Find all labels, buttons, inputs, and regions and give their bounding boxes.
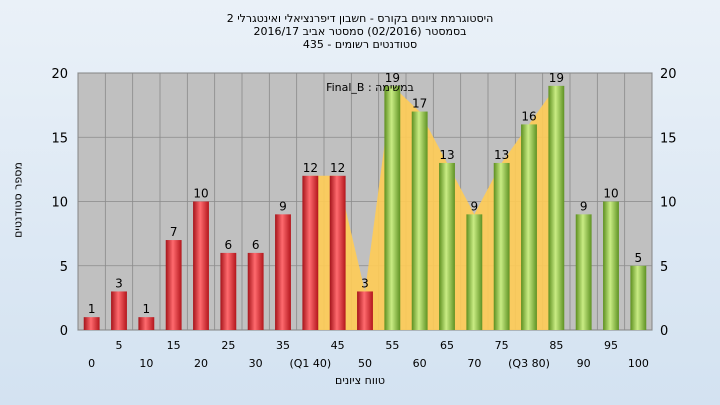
bar-55 (384, 85, 401, 330)
bar-95 (603, 201, 619, 330)
x-tick-label-10: 10 (139, 357, 153, 370)
value-label-65: 13 (439, 148, 454, 162)
bar-75 (493, 162, 510, 330)
value-label-35: 9 (279, 199, 287, 213)
value-label-55: 19 (385, 71, 400, 85)
y-tick-label-left: 20 (51, 67, 68, 82)
y-tick-label-left: 5 (60, 260, 68, 275)
value-label-0: 1 (88, 302, 96, 316)
value-label-10: 1 (143, 302, 151, 316)
value-label-100: 5 (635, 251, 643, 265)
y-tick-label-right: 5 (660, 260, 668, 275)
x-tick-label-95: 95 (604, 339, 618, 352)
value-label-30: 6 (252, 238, 260, 252)
annotation-text: Final_B : במשימה (326, 81, 414, 94)
x-tick-label-45: 45 (331, 339, 345, 352)
value-label-50: 3 (361, 276, 369, 290)
y-tick-label-right: 20 (660, 67, 677, 82)
bar-5 (111, 291, 127, 330)
y-tick-label-left: 15 (51, 131, 68, 146)
value-label-70: 9 (471, 199, 479, 213)
value-label-25: 6 (225, 238, 233, 252)
x-tick-label-0: 0 (88, 357, 95, 370)
y-axis-label: מספר סטודנטים (11, 162, 25, 238)
x-tick-label-85: 85 (549, 339, 563, 352)
bar-60 (411, 111, 428, 330)
x-tick-label-55: 55 (385, 339, 399, 352)
value-label-85: 19 (549, 71, 564, 85)
y-tick-label-right: 10 (660, 196, 677, 211)
bar-30 (247, 252, 264, 330)
x-tick-label-100: 100 (628, 357, 649, 370)
bar-80 (521, 124, 537, 331)
x-tick-label-15: 15 (167, 339, 181, 352)
chart-title-line-3: סטודנטים רשומים - 435 (302, 38, 418, 51)
x-tick-label-35: 35 (276, 339, 290, 352)
bar-90 (575, 214, 592, 330)
x-tick-label-80: (Q3 80) (508, 357, 550, 370)
chart-title-line-2: בסמסטר (02/2016) סמסטר אביב 2016/17 (253, 25, 467, 38)
bar-65 (439, 162, 455, 330)
bar-70 (466, 214, 483, 330)
value-label-75: 13 (494, 148, 509, 162)
y-tick-label-left: 0 (60, 324, 68, 339)
x-tick-label-65: 65 (440, 339, 454, 352)
bar-45 (329, 175, 346, 330)
bar-0 (83, 317, 100, 330)
y-tick-label-right: 15 (660, 131, 677, 146)
bar-100 (630, 265, 647, 330)
x-tick-label-20: 20 (194, 357, 208, 370)
bar-85 (548, 85, 565, 330)
bar-20 (193, 201, 209, 330)
value-label-95: 10 (603, 187, 618, 201)
value-label-60: 17 (412, 97, 427, 111)
x-tick-label-60: 60 (413, 357, 427, 370)
x-tick-label-90: 90 (577, 357, 591, 370)
value-label-80: 16 (521, 109, 536, 123)
value-label-90: 9 (580, 199, 588, 213)
y-tick-label-right: 0 (660, 324, 668, 339)
x-tick-label-75: 75 (495, 339, 509, 352)
x-tick-label-30: 30 (249, 357, 263, 370)
bar-25 (220, 252, 237, 330)
value-label-5: 3 (115, 276, 123, 290)
x-tick-label-40: (Q1 40) (289, 357, 331, 370)
y-tick-label-left: 10 (51, 196, 68, 211)
value-label-40: 12 (303, 161, 318, 175)
x-tick-label-50: 50 (358, 357, 372, 370)
value-label-15: 7 (170, 225, 178, 239)
value-label-45: 12 (330, 161, 345, 175)
x-tick-label-25: 25 (221, 339, 235, 352)
bar-40 (302, 175, 319, 330)
x-tick-label-5: 5 (116, 339, 123, 352)
bar-15 (165, 240, 182, 330)
x-axis-label: טווח ציונים (335, 374, 385, 387)
bar-50 (357, 291, 373, 330)
bar-35 (275, 214, 291, 330)
chart-title-line-1: היסטוגרמת ציונים בקורס - חשבון דיפרנציאל… (226, 12, 494, 25)
x-tick-label-70: 70 (467, 357, 481, 370)
value-label-20: 10 (193, 187, 208, 201)
bar-10 (138, 317, 155, 330)
